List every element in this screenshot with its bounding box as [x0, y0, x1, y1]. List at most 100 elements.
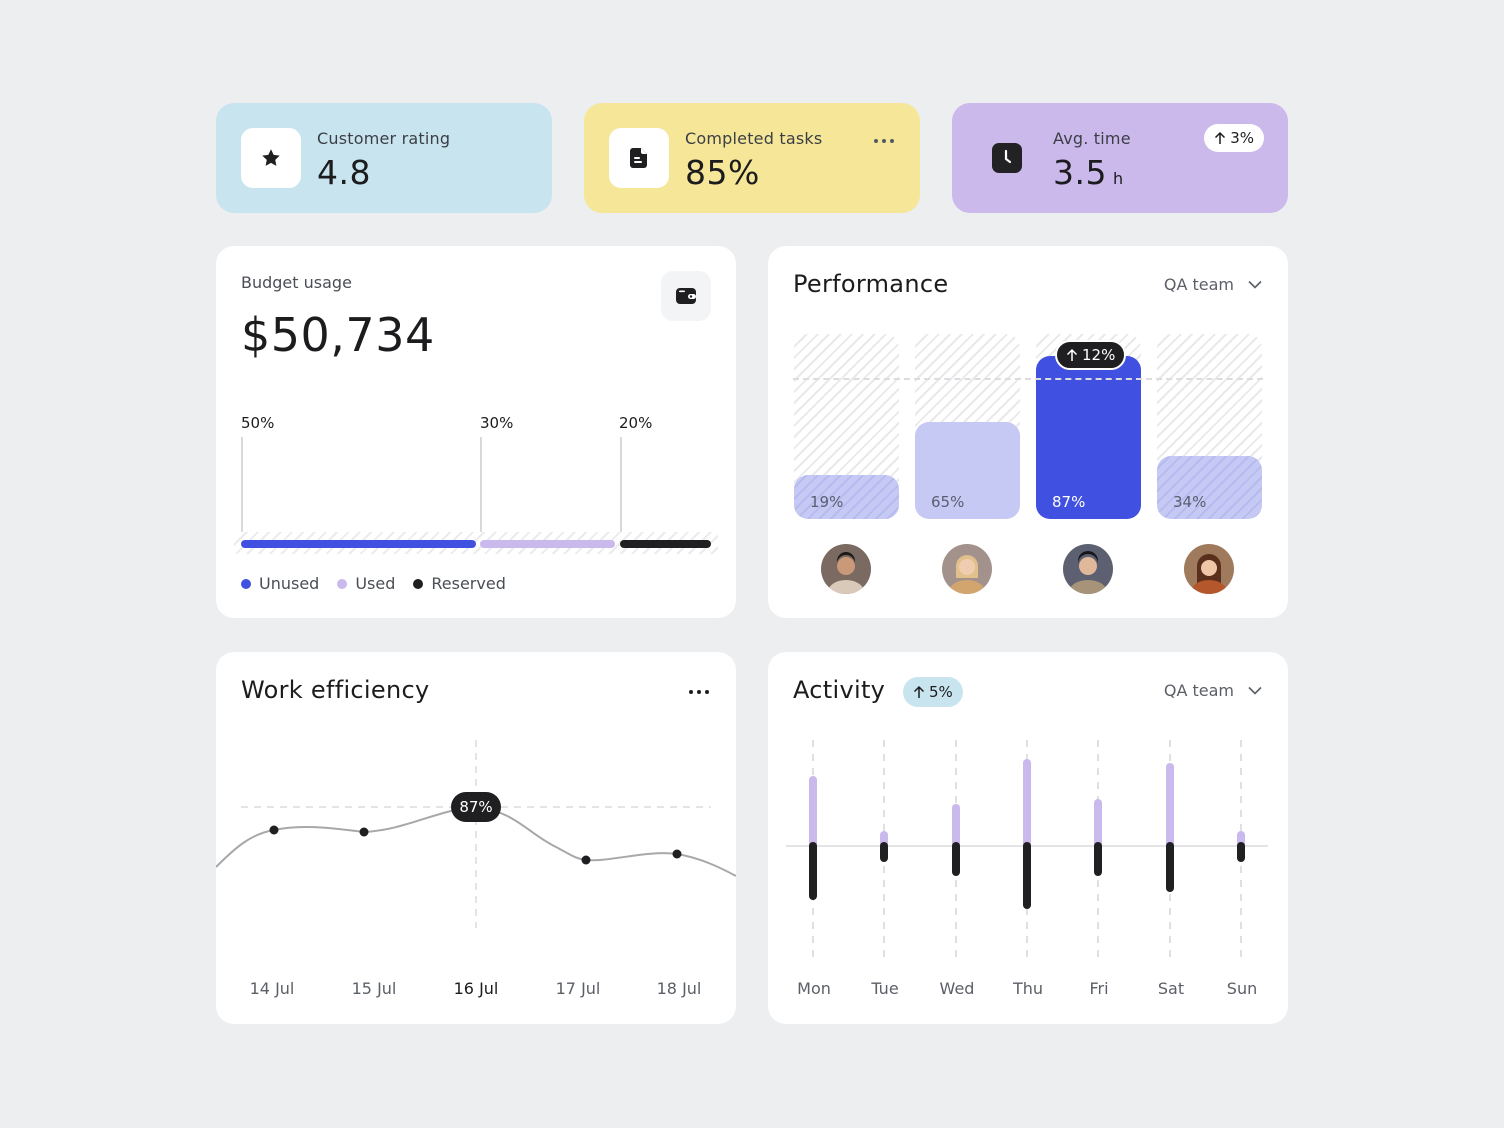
team-select-value: QA team — [1163, 681, 1234, 700]
avatar[interactable] — [821, 544, 871, 594]
performance-bar: 34% — [1157, 456, 1262, 519]
avatar[interactable] — [1184, 544, 1234, 594]
performance-value: 34% — [1173, 493, 1207, 511]
dot — [697, 690, 701, 694]
activity-title: Activity — [793, 676, 886, 704]
stat-label: Completed tasks — [685, 129, 823, 148]
activity-bar-chart[interactable] — [768, 652, 1288, 1024]
budget-track — [234, 532, 718, 554]
legend-item-reserved: Reserved — [413, 574, 506, 593]
legend-dot — [337, 578, 348, 589]
legend-item-unused: Unused — [241, 574, 319, 593]
trend-badge: 5% — [903, 677, 963, 707]
data-point[interactable] — [359, 827, 369, 837]
document-icon — [630, 148, 647, 168]
day-label: Wed — [939, 979, 975, 998]
segment-divider — [480, 437, 482, 534]
legend-label: Reserved — [431, 574, 506, 593]
star-icon — [262, 149, 280, 166]
avatar[interactable] — [1063, 544, 1113, 594]
arrow-up-icon — [913, 685, 925, 698]
stat-label: Avg. time — [1053, 129, 1131, 148]
budget-legend: Unused Used Reserved — [241, 574, 506, 593]
performance-bar: 65% — [915, 422, 1020, 519]
segment-divider — [241, 437, 243, 534]
work-efficiency-card: Work efficiency 87% 14 Jul 15 Jul 16 Jul… — [216, 652, 736, 1024]
trend-badge: 12% — [1055, 340, 1127, 370]
trend-value: 12% — [1082, 346, 1116, 364]
value-tooltip: 87% — [451, 792, 501, 822]
customer-rating-card: Customer rating 4.8 — [216, 103, 552, 213]
budget-title: Budget usage — [241, 273, 352, 292]
segment-label-used: 30% — [480, 414, 514, 432]
legend-item-used: Used — [337, 574, 395, 593]
performance-value: 19% — [810, 493, 844, 511]
team-select-value: QA team — [1163, 275, 1234, 294]
arrow-up-icon — [1066, 348, 1078, 361]
person-avatar-icon — [1184, 544, 1234, 594]
work-efficiency-title: Work efficiency — [241, 676, 430, 704]
person-avatar-icon — [821, 544, 871, 594]
performance-title: Performance — [793, 270, 949, 298]
legend-label: Used — [355, 574, 396, 593]
chevron-down-icon — [1248, 280, 1262, 289]
dot — [882, 139, 886, 143]
performance-column[interactable]: 34% — [1157, 334, 1262, 519]
budget-bar-unused[interactable] — [241, 540, 476, 548]
x-label: 15 Jul — [351, 979, 397, 998]
data-point[interactable] — [672, 849, 682, 859]
day-label: Sun — [1226, 979, 1258, 998]
chevron-down-icon — [1248, 686, 1262, 695]
wallet-button[interactable] — [661, 271, 711, 321]
performance-bar: 19% — [794, 475, 899, 519]
day-label: Fri — [1089, 979, 1109, 998]
avg-time-card: Avg. time 3.5 h 3% — [952, 103, 1288, 213]
team-select-dropdown[interactable]: QA team — [1164, 681, 1262, 700]
team-select-dropdown[interactable]: QA team — [1164, 275, 1262, 294]
dot — [874, 139, 878, 143]
stat-value-number: 3.5 — [1053, 153, 1107, 192]
dot — [705, 690, 709, 694]
more-options-button[interactable] — [689, 690, 709, 694]
performance-column[interactable]: 87% — [1036, 334, 1141, 519]
person-avatar-icon — [1063, 544, 1113, 594]
dot — [689, 690, 693, 694]
data-point[interactable] — [581, 855, 591, 865]
trend-value: 5% — [929, 683, 953, 701]
legend-label: Unused — [259, 574, 320, 593]
efficiency-line-chart[interactable] — [216, 652, 736, 1024]
completed-tasks-card: Completed tasks 85% — [584, 103, 920, 213]
day-label: Tue — [871, 979, 899, 998]
avatar[interactable] — [942, 544, 992, 594]
stat-value: 85% — [685, 153, 760, 192]
clock-icon-box — [977, 128, 1037, 188]
day-label: Sat — [1157, 979, 1185, 998]
segment-divider — [620, 437, 622, 534]
x-label: 17 Jul — [555, 979, 601, 998]
performance-value: 65% — [931, 493, 965, 511]
clock-icon — [992, 143, 1022, 173]
budget-bar-reserved[interactable] — [620, 540, 711, 548]
x-label: 14 Jul — [249, 979, 295, 998]
legend-dot — [413, 578, 424, 589]
more-options-button[interactable] — [874, 139, 894, 143]
performance-column[interactable]: 65% — [915, 334, 1020, 519]
budget-bar-used[interactable] — [480, 540, 615, 548]
segment-label-unused: 50% — [241, 414, 275, 432]
segment-label-reserved: 20% — [619, 414, 653, 432]
person-avatar-icon — [942, 544, 992, 594]
document-icon-box — [609, 128, 669, 188]
efficiency-line — [216, 805, 736, 877]
stat-unit: h — [1112, 169, 1124, 188]
stat-label: Customer rating — [317, 129, 451, 148]
stat-value: 3.5 h — [1053, 153, 1124, 192]
stat-value: 4.8 — [317, 153, 371, 192]
activity-card: Activity 5% QA team — [768, 652, 1288, 1024]
x-label: 18 Jul — [656, 979, 702, 998]
performance-column[interactable]: 19% — [794, 334, 899, 519]
data-point[interactable] — [269, 825, 279, 835]
performance-card: Performance QA team 19% 65% 87% 34% 12% — [768, 246, 1288, 618]
dot — [890, 139, 894, 143]
budget-amount: $50,734 — [241, 308, 435, 362]
budget-usage-card: Budget usage $50,734 50% 30% 20% Unused … — [216, 246, 736, 618]
